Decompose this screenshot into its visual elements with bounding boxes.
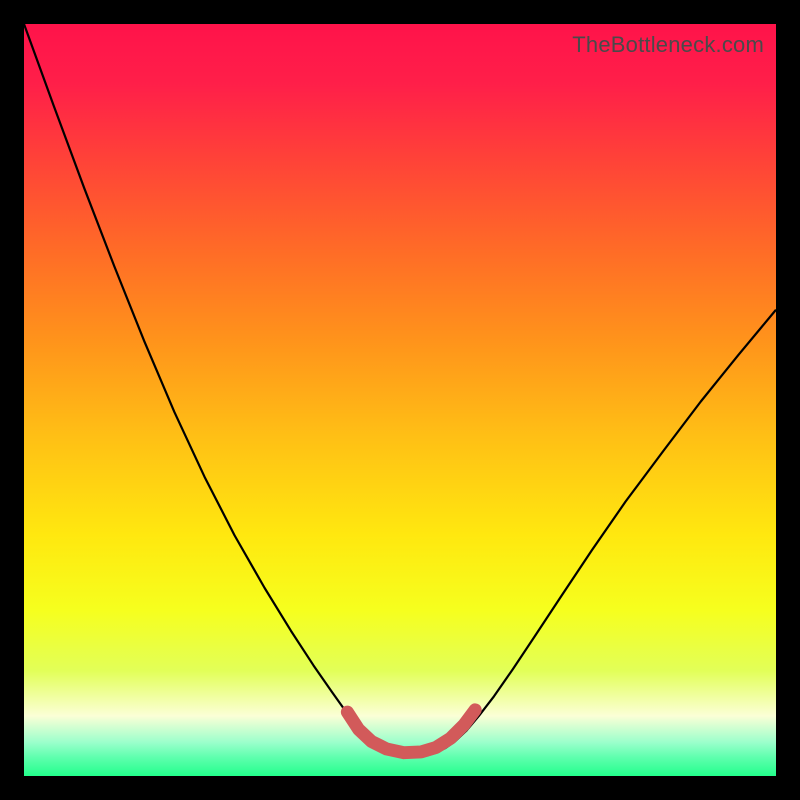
watermark-text: TheBottleneck.com [572, 32, 764, 58]
bottleneck-curve [24, 24, 776, 757]
chart-curves [24, 24, 776, 776]
highlight-bracket [347, 710, 475, 753]
plot-area: TheBottleneck.com [24, 24, 776, 776]
chart-frame: TheBottleneck.com [0, 0, 800, 800]
